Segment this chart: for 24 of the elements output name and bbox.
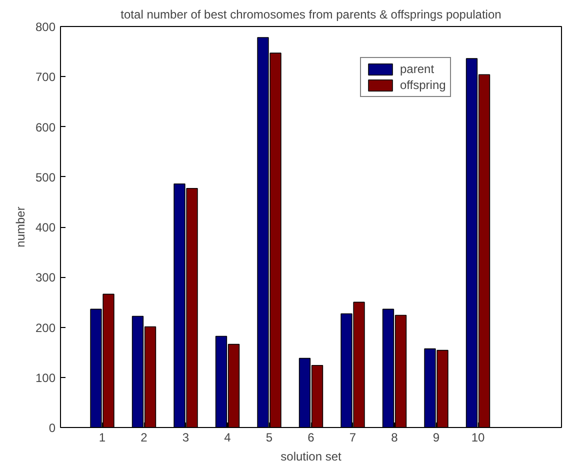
x-tick-label: 7 [349,430,356,444]
x-tick-label: 1 [98,430,106,444]
y-tick-label: 800 [35,20,56,34]
y-tick-label: 700 [35,70,56,84]
legend-label: parent [400,62,434,76]
x-tick-label: 2 [140,430,148,444]
y-tick-label: 100 [35,370,56,385]
y-axis-title: number [13,206,28,248]
x-tick-label: 5 [266,430,273,444]
y-tick-label: 200 [35,320,56,335]
x-tick-label: 8 [391,430,398,444]
y-tick-label: 0 [48,421,56,435]
y-tick-label: 500 [35,170,56,184]
y-tick-label: 400 [35,220,56,234]
x-axis-title: solution set [280,450,342,464]
legend-label: offspring [400,78,446,92]
y-tick-label: 600 [35,120,56,134]
x-tick-label: 6 [308,430,315,444]
x-tick-label: 3 [182,430,190,444]
x-tick-label: 4 [224,430,232,444]
y-tick-label: 300 [35,270,56,285]
x-tick-label: 10 [471,430,485,444]
x-tick-label: 9 [432,430,440,444]
chart-title: total number of best chromosomes from parents & offsprings population [120,8,502,22]
